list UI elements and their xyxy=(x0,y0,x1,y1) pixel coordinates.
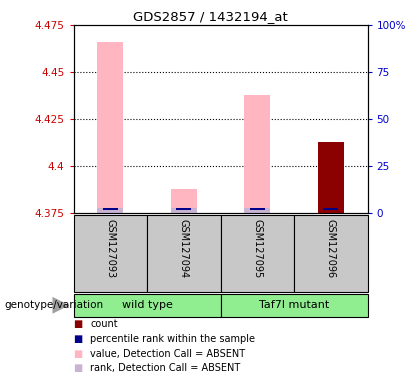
Bar xyxy=(244,94,270,213)
Bar xyxy=(171,189,197,213)
Text: rank, Detection Call = ABSENT: rank, Detection Call = ABSENT xyxy=(90,363,241,373)
Text: GDS2857 / 1432194_at: GDS2857 / 1432194_at xyxy=(133,10,287,23)
Text: GSM127095: GSM127095 xyxy=(252,219,262,278)
Bar xyxy=(171,209,197,213)
Bar xyxy=(220,294,368,317)
Bar xyxy=(97,209,123,213)
Bar xyxy=(294,215,368,292)
Bar xyxy=(74,215,147,292)
Polygon shape xyxy=(52,297,69,314)
Bar xyxy=(220,215,294,292)
Text: ■: ■ xyxy=(74,334,83,344)
Bar xyxy=(244,209,270,213)
Bar xyxy=(318,209,344,213)
Text: value, Detection Call = ABSENT: value, Detection Call = ABSENT xyxy=(90,349,245,359)
Bar xyxy=(74,294,220,317)
Bar xyxy=(103,208,118,210)
Text: ■: ■ xyxy=(74,363,83,373)
Text: genotype/variation: genotype/variation xyxy=(4,300,103,310)
Text: GSM127094: GSM127094 xyxy=(179,219,189,278)
Bar xyxy=(318,142,344,213)
Bar xyxy=(97,42,123,213)
Bar xyxy=(176,208,191,210)
Text: percentile rank within the sample: percentile rank within the sample xyxy=(90,334,255,344)
Text: Taf7l mutant: Taf7l mutant xyxy=(259,300,329,310)
Bar xyxy=(147,215,220,292)
Text: GSM127096: GSM127096 xyxy=(326,219,336,278)
Bar xyxy=(323,208,338,210)
Bar xyxy=(318,142,344,213)
Text: count: count xyxy=(90,319,118,329)
Bar xyxy=(250,208,265,210)
Text: GSM127093: GSM127093 xyxy=(105,219,115,278)
Text: ■: ■ xyxy=(74,349,83,359)
Text: ■: ■ xyxy=(74,319,83,329)
Text: wild type: wild type xyxy=(121,300,173,310)
